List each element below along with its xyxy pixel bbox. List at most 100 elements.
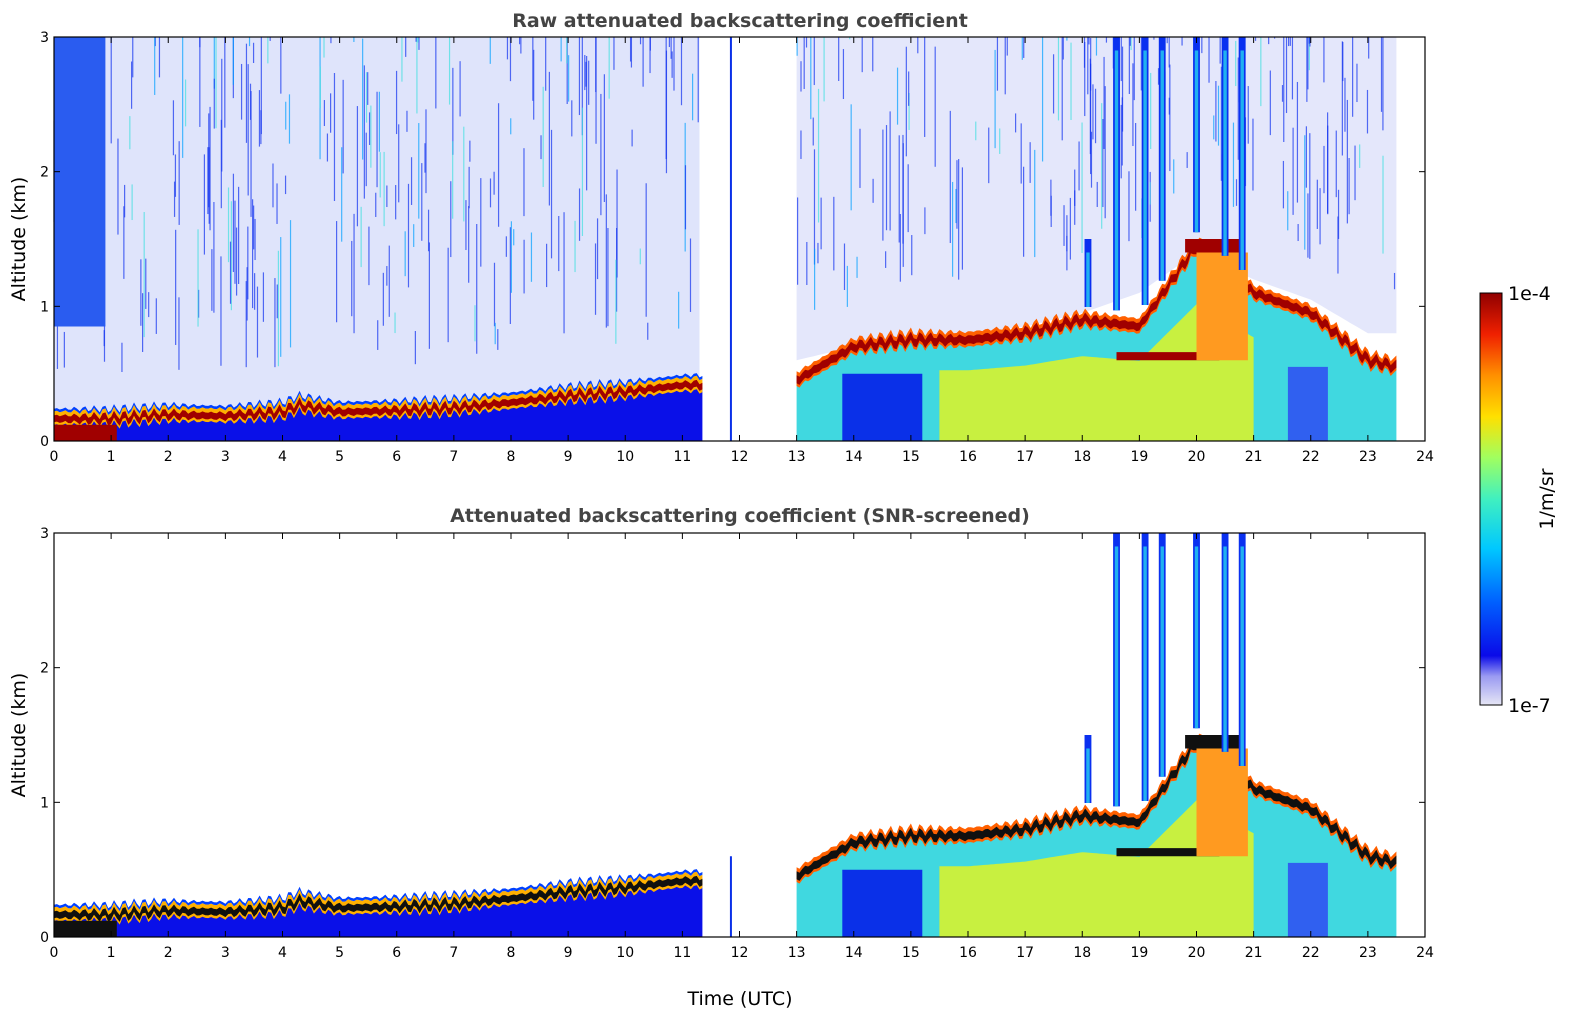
low-blue-region — [842, 373, 923, 441]
plume-core — [1223, 546, 1227, 752]
plume-core — [1160, 50, 1164, 281]
x-tick-label: 6 — [392, 945, 401, 961]
x-tick-label: 11 — [673, 449, 691, 465]
x-tick-label: 15 — [902, 945, 920, 961]
y-tick-label: 0 — [40, 930, 49, 946]
plume-core — [1223, 50, 1227, 256]
plume-core — [1143, 50, 1147, 305]
cloud-edge — [796, 733, 1397, 884]
x-tick-label: 10 — [616, 945, 634, 961]
raw-backscatter-panel: Raw attenuated backscattering coefficien… — [8, 10, 1434, 465]
plume-core — [1143, 546, 1147, 801]
y-tick-label: 2 — [40, 661, 49, 677]
y-tick-label: 1 — [40, 299, 49, 315]
cloud-edge — [796, 237, 1397, 388]
residual-cloud — [1185, 239, 1243, 253]
x-tick-label: 5 — [335, 449, 344, 465]
lower-cloud — [1116, 848, 1220, 857]
heatmap-area — [54, 533, 1397, 937]
panel-title: Attenuated backscattering coefficient (S… — [450, 505, 1030, 527]
x-tick-label: 11 — [673, 945, 691, 961]
x-tick-label: 0 — [50, 945, 59, 961]
yellow-aerosol — [939, 800, 1254, 937]
yellow-aerosol — [939, 304, 1254, 441]
x-tick-label: 21 — [1245, 945, 1263, 961]
x-tick-label: 19 — [1130, 945, 1148, 961]
y-tick-label: 3 — [40, 526, 49, 542]
plume-core — [1114, 50, 1119, 311]
orange-plume — [1196, 748, 1248, 857]
x-tick-label: 13 — [788, 945, 806, 961]
x-tick-label: 4 — [278, 945, 287, 961]
x-tick-label: 13 — [788, 449, 806, 465]
x-tick-label: 2 — [164, 449, 173, 465]
y-tick-label: 3 — [40, 30, 49, 46]
colorbar-unit-label: 1/m/sr — [1536, 468, 1558, 529]
x-tick-label: 4 — [278, 449, 287, 465]
x-axis: 0 1 2 3 4 5 6 7 8 9 10 11 12 13 14 15 16 17 18 19 20 21 22 23 24 — [50, 533, 1434, 961]
x-tick-label: 18 — [1073, 449, 1091, 465]
noise-background — [796, 37, 1397, 361]
x-tick-label: 12 — [731, 449, 749, 465]
x-tick-label: 1 — [107, 449, 116, 465]
plume-core — [1194, 546, 1199, 729]
panel-title: Raw attenuated backscattering coefficien… — [512, 10, 968, 32]
heatmap-area — [53, 37, 1397, 441]
surface-layer — [54, 424, 117, 441]
x-tick-label: 2 — [164, 945, 173, 961]
x-tick-label: 21 — [1245, 449, 1263, 465]
orange-plume — [1196, 252, 1248, 361]
x-tick-label: 23 — [1359, 449, 1377, 465]
x-tick-label: 14 — [845, 945, 863, 961]
x-tick-label: 7 — [449, 449, 458, 465]
colorbar: 1e-4 1e-7 1/m/sr — [1479, 283, 1558, 717]
x-axis: 0 1 2 3 4 5 6 7 8 9 10 11 12 13 14 15 16 17 18 19 20 21 22 23 24 — [50, 37, 1434, 465]
plume-core — [1114, 546, 1119, 807]
x-tick-label: 6 — [392, 449, 401, 465]
x-tick-label: 22 — [1302, 945, 1320, 961]
y-axis-label: Altitude (km) — [8, 177, 30, 302]
x-tick-label: 16 — [959, 945, 977, 961]
plume-core — [1240, 546, 1244, 766]
noise-background — [54, 37, 700, 415]
x-tick-label: 20 — [1188, 945, 1206, 961]
plume-core — [1086, 748, 1090, 804]
x-tick-label: 8 — [507, 945, 516, 961]
x-tick-label: 20 — [1188, 449, 1206, 465]
x-tick-label: 16 — [959, 449, 977, 465]
y-axis: 0 1 2 3 — [40, 30, 1425, 450]
x-tick-label: 7 — [449, 945, 458, 961]
bl-top-peak — [54, 379, 703, 426]
colorbar-max-label: 1e-4 — [1508, 283, 1551, 305]
x-tick-label: 8 — [507, 449, 516, 465]
plume-core — [1160, 546, 1164, 777]
plume-core — [1240, 50, 1244, 270]
x-tick-label: 17 — [1016, 449, 1034, 465]
x-tick-label: 5 — [335, 945, 344, 961]
plume-core — [1194, 50, 1199, 233]
x-tick-label: 10 — [616, 449, 634, 465]
x-tick-label: 18 — [1073, 945, 1091, 961]
y-tick-label: 1 — [40, 795, 49, 811]
x-tick-label: 24 — [1416, 449, 1434, 465]
x-tick-label: 3 — [221, 449, 230, 465]
lower-cloud — [1116, 352, 1220, 361]
x-tick-label: 1 — [107, 945, 116, 961]
y-tick-label: 2 — [40, 165, 49, 181]
x-tick-label: 17 — [1016, 945, 1034, 961]
x-tick-label: 9 — [564, 945, 573, 961]
y-tick-label: 0 — [40, 434, 49, 450]
x-axis-label: Time (UTC) — [686, 988, 792, 1010]
x-tick-label: 19 — [1130, 449, 1148, 465]
x-tick-label: 3 — [221, 945, 230, 961]
x-tick-label: 0 — [50, 449, 59, 465]
colorbar-min-label: 1e-7 — [1508, 695, 1551, 717]
x-tick-label: 15 — [902, 449, 920, 465]
late-blue-region — [1287, 366, 1328, 441]
x-tick-label: 14 — [845, 449, 863, 465]
snr-screened-panel: Attenuated backscattering coefficient (S… — [8, 505, 1434, 1010]
late-blue-region — [1287, 862, 1328, 937]
residual-cloud — [1185, 735, 1243, 749]
x-tick-label: 12 — [731, 945, 749, 961]
